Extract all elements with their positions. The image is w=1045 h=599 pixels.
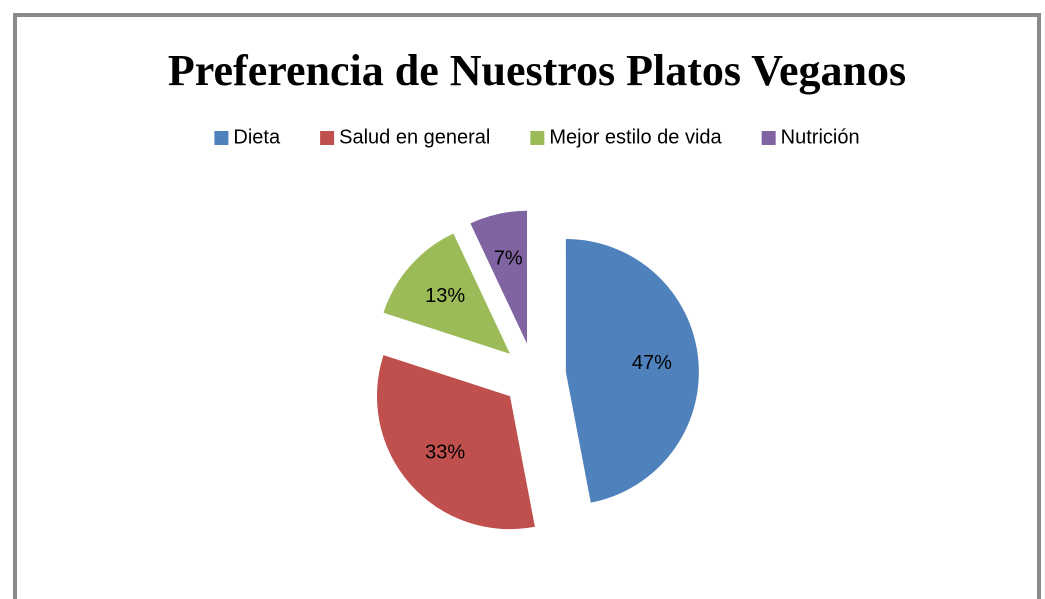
chart-title: Preferencia de Nuestros Platos Veganos bbox=[168, 46, 906, 95]
data-label: 7% bbox=[494, 248, 523, 270]
pie-slice bbox=[383, 233, 510, 354]
legend-label: Salud en general bbox=[339, 126, 490, 148]
pie-slice bbox=[470, 210, 528, 344]
legend-swatch bbox=[214, 131, 229, 145]
data-label: 13% bbox=[425, 285, 465, 307]
legend-label: Dieta bbox=[233, 126, 281, 148]
pie-slice bbox=[565, 238, 699, 503]
legend-swatch bbox=[530, 131, 545, 145]
legend-label: Nutrición bbox=[781, 126, 860, 148]
legend-label: Mejor estilo de vida bbox=[549, 126, 722, 148]
pie-slice bbox=[376, 355, 535, 530]
legend-swatch bbox=[320, 131, 335, 145]
data-label: 33% bbox=[425, 442, 465, 464]
legend-swatch bbox=[761, 131, 776, 145]
data-label: 47% bbox=[632, 352, 672, 374]
